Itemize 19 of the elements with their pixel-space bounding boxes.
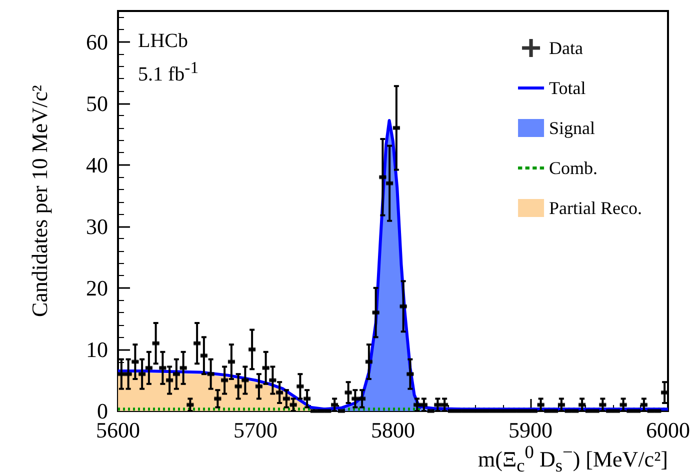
y-tick-label: 50 xyxy=(86,90,108,116)
x-tick-label: 5800 xyxy=(371,418,415,442)
y-axis-title: Candidates per 10 MeV/c² xyxy=(27,84,53,318)
annotation: 5.1 fb$^{-1}$ xyxy=(138,58,199,87)
legend-label: Comb. xyxy=(549,158,598,178)
legend-label: Signal xyxy=(549,118,596,138)
x-tick-label: 6000 xyxy=(646,418,690,442)
y-tick-label: 20 xyxy=(86,275,108,300)
x-axis-title: m(Ξ$_{c}$$^{0}$ D$_{s}$$^{−}$) [MeV/c²] xyxy=(478,442,668,474)
legend-label: Partial Reco. xyxy=(549,198,642,218)
y-tick-label: 40 xyxy=(86,152,108,178)
x-tick-label: 5700 xyxy=(234,418,278,442)
legend-label: Total xyxy=(549,78,586,98)
y-tick-label: 60 xyxy=(86,29,108,54)
y-tick-label: 10 xyxy=(86,336,108,362)
y-tick-label: 30 xyxy=(86,214,108,239)
x-tick-label: 5900 xyxy=(508,418,552,442)
legend-label: Data xyxy=(549,38,584,58)
annotation: LHCb xyxy=(138,30,188,53)
